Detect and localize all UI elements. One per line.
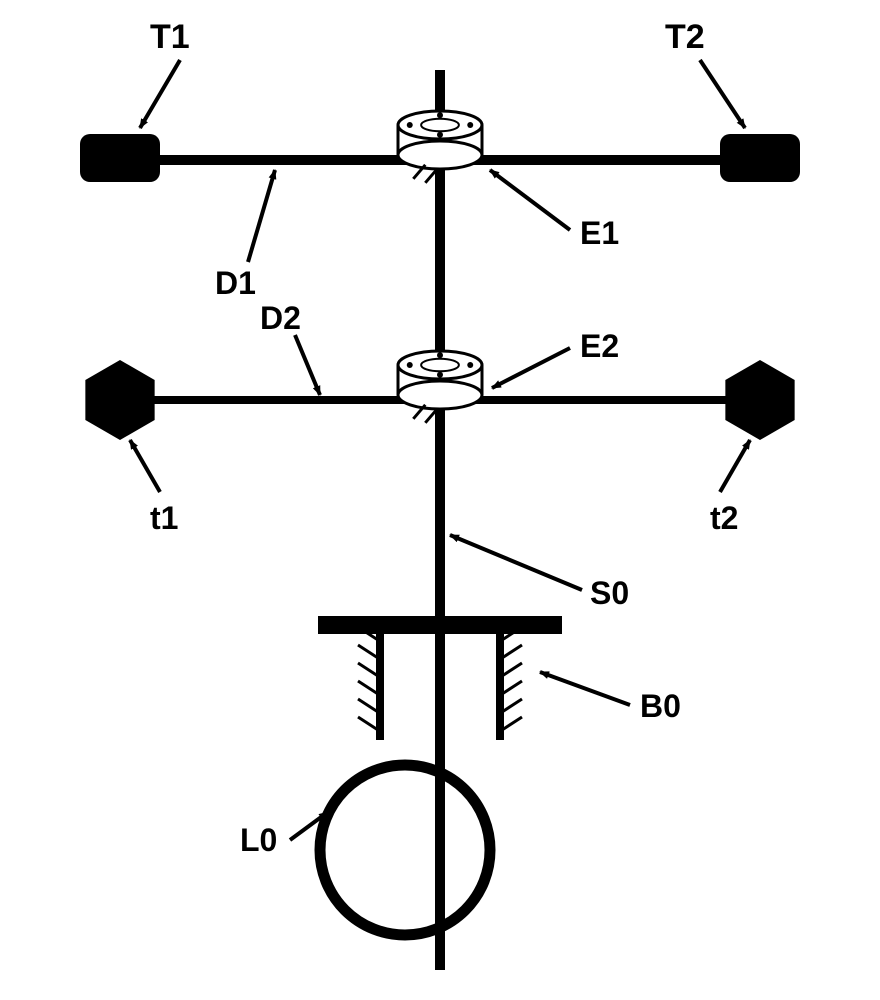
label-t2: t2 [710,500,738,537]
arrow-E1 [490,170,570,230]
arrow-T1 [140,60,180,128]
mass-T2 [720,134,800,182]
arrow-t2 [720,440,750,492]
mass-t1 [85,360,154,440]
label-T1: T1 [150,18,190,57]
label-t1: t1 [150,500,178,537]
arrow-B0 [540,672,630,705]
arrow-S0 [450,535,582,590]
arrow-D2 [295,335,320,395]
arrow-T2 [700,60,745,128]
arrow-t1 [130,440,160,492]
label-D2: D2 [260,300,301,337]
label-B0: B0 [640,688,681,725]
bearing-right [500,627,522,740]
label-E2: E2 [580,328,619,365]
label-D1: D1 [215,265,256,302]
label-E1: E1 [580,215,619,252]
ring-L0 [320,765,490,935]
mass-t2 [725,360,794,440]
arrow-E2 [492,348,570,388]
arrow-D1 [248,170,275,262]
label-L0: L0 [240,822,277,859]
mass-T1 [80,134,160,182]
label-T2: T2 [665,18,705,57]
label-S0: S0 [590,575,629,612]
diagram-canvas [0,0,880,1000]
bearing-left [358,627,380,740]
